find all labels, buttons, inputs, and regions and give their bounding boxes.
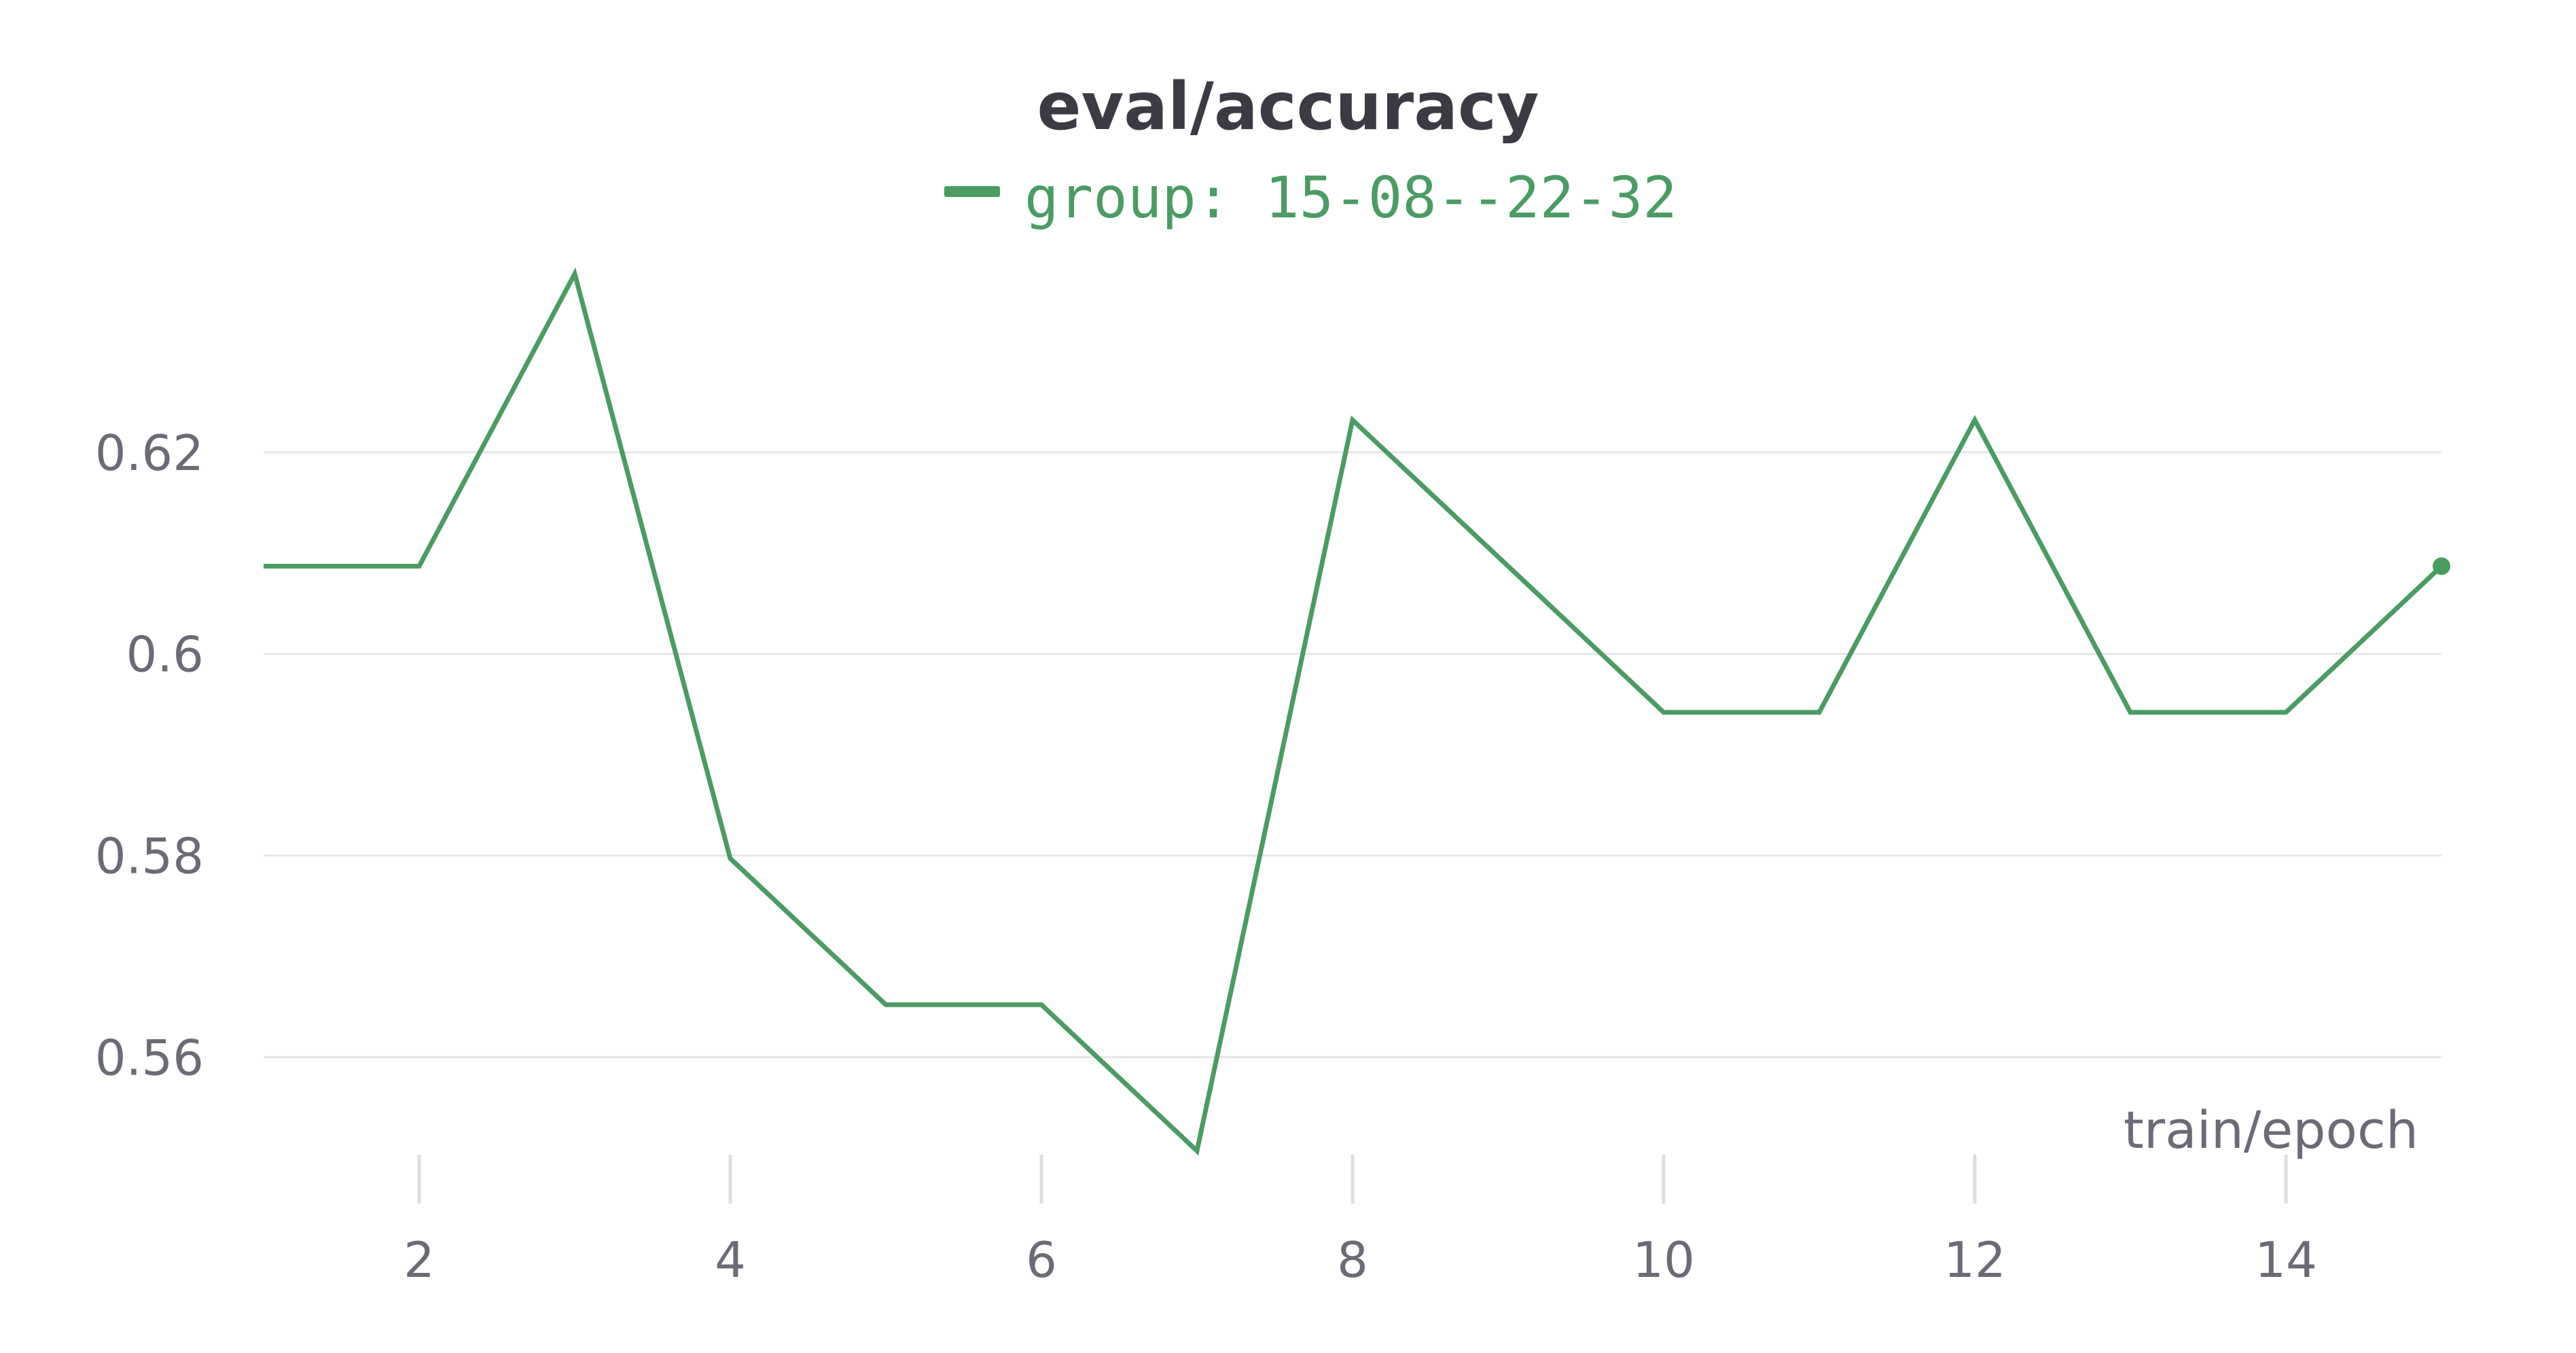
grid-lines <box>264 451 2441 1058</box>
y-tick-label: 0.62 <box>95 425 204 482</box>
chart-title: eval/accuracy <box>1037 69 1539 145</box>
x-tick-label: 10 <box>1632 1231 1695 1288</box>
x-tick-label: 8 <box>1337 1231 1368 1288</box>
y-tick-label: 0.56 <box>95 1029 204 1086</box>
x-axis-label: train/epoch <box>2124 1100 2418 1160</box>
y-axis-ticks: 0.56 0.58 0.6 0.62 <box>95 425 204 1086</box>
x-axis-ticks: 2 4 6 8 10 12 14 <box>404 1155 2317 1288</box>
x-tick-label: 12 <box>1944 1231 2006 1288</box>
legend-label: group: 15-08--22-32 <box>1024 164 1677 231</box>
series-layer <box>264 267 2450 1156</box>
legend[interactable]: group: 15-08--22-32 <box>944 164 1677 231</box>
x-tick-label: 6 <box>1026 1231 1057 1288</box>
x-tick-label: 14 <box>2255 1231 2317 1288</box>
x-tick-label: 4 <box>715 1231 746 1288</box>
y-tick-label: 0.58 <box>95 828 204 885</box>
series-endpoint-marker[interactable] <box>2433 557 2450 575</box>
y-tick-label: 0.6 <box>126 626 204 683</box>
legend-swatch <box>944 186 1000 197</box>
x-tick-label: 2 <box>404 1231 435 1288</box>
series-line[interactable] <box>264 267 2444 1156</box>
